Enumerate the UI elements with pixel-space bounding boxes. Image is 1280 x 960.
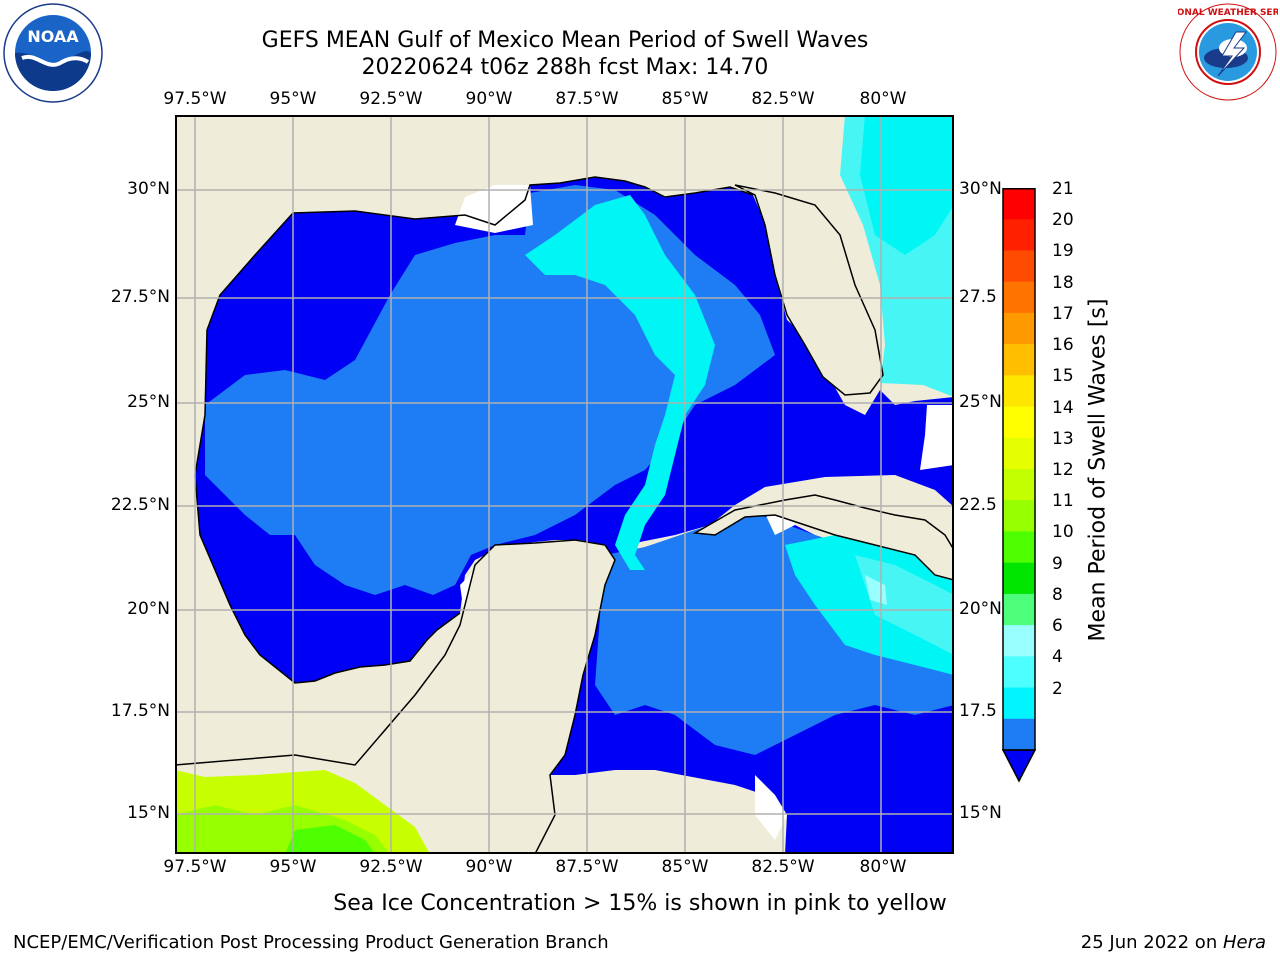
colorbar-segment <box>1003 219 1035 251</box>
lat-label-right-1: 30°N <box>959 179 1002 199</box>
colorbar-segment <box>1003 250 1035 283</box>
colorbar-tick-label: 12 <box>1052 460 1074 480</box>
colorbar-segment <box>1003 593 1035 626</box>
lat-label-right-7: 15°N <box>959 803 1002 823</box>
footer-machine: Hera <box>1222 932 1266 953</box>
colorbar-tick-label: 13 <box>1052 428 1074 449</box>
chart-subtitle: 20220624 t06z 288h fcst Max: 14.70 <box>361 55 769 80</box>
footer-credit: NCEP/EMC/Verification Post Processing Pr… <box>13 932 609 953</box>
colorbar-segment <box>1003 437 1035 470</box>
colorbar-tick-label: 21 <box>1052 179 1074 199</box>
gridlines <box>175 115 954 854</box>
colorbar-segment <box>1003 375 1035 408</box>
footer-date: 25 Jun 2022 on Hera <box>1081 932 1266 953</box>
colorbar <box>1001 188 1037 783</box>
nws-logo: NATIONAL WEATHER SERVICE <box>1153 2 1280 102</box>
lat-label-left-5: 20°N <box>127 599 170 619</box>
lon-label-top-1: 97.5°W <box>163 89 227 109</box>
lon-label-bottom-1: 97.5°W <box>163 857 227 877</box>
lon-label-top-6: 85°W <box>661 89 709 109</box>
colorbar-tick-label: 14 <box>1052 397 1074 418</box>
lat-label-right-4: 22.5 <box>959 495 997 515</box>
colorbar-tick-label: 15 <box>1052 366 1074 387</box>
map-panel <box>175 115 954 854</box>
lat-label-left-4: 22.5°N <box>110 495 170 515</box>
colorbar-segment <box>1003 406 1035 439</box>
colorbar-segment <box>1003 656 1035 689</box>
colorbar-segment <box>1003 531 1035 564</box>
colorbar-tick-label: 18 <box>1052 272 1074 293</box>
lat-label-left-1: 30°N <box>127 179 170 199</box>
lon-label-bottom-5: 87.5°W <box>555 857 619 877</box>
colorbar-tick-label: 2 <box>1052 678 1063 699</box>
lon-label-top-7: 82.5°W <box>751 89 815 109</box>
colorbar-tick-label: 4 <box>1052 647 1063 668</box>
colorbar-tick-label: 11 <box>1052 491 1074 512</box>
sea-ice-note: Sea Ice Concentration > 15% is shown in … <box>333 891 947 916</box>
lat-label-right-2: 27.5 <box>959 287 997 307</box>
colorbar-segment <box>1003 718 1035 751</box>
lon-label-top-8: 80°W <box>859 89 907 109</box>
lat-label-right-3: 25°N <box>959 392 1002 412</box>
colorbar-tick-label: 17 <box>1052 303 1074 324</box>
colorbar-segment <box>1003 281 1035 314</box>
footer-date-text: 25 Jun 2022 on <box>1080 932 1223 953</box>
lat-label-left-6: 17.5°N <box>110 701 170 721</box>
lon-label-bottom-6: 85°W <box>661 857 709 877</box>
lat-label-right-5: 20°N <box>959 599 1002 619</box>
lon-label-bottom-4: 90°W <box>465 857 513 877</box>
colorbar-segment <box>1003 312 1035 345</box>
lon-label-bottom-2: 95°W <box>269 857 317 877</box>
colorbar-title-text: Mean Period of Swell Waves [s] <box>1085 298 1111 642</box>
lat-label-left-7: 15°N <box>127 803 170 823</box>
lat-label-left-2: 27.5°N <box>110 287 170 307</box>
noaa-logo-text: NOAA <box>27 27 79 46</box>
cuba <box>692 494 954 581</box>
colorbar-outline <box>1002 188 1036 751</box>
colorbar-svg <box>1001 188 1037 783</box>
colorbar-segment <box>1003 687 1035 720</box>
florida <box>734 184 884 396</box>
colorbar-segment <box>1003 500 1035 532</box>
colorbar-segment <box>1003 344 1035 376</box>
lat-label-left-3: 25°N <box>127 392 170 412</box>
colorbar-extend-arrow <box>1001 749 1037 783</box>
colorbar-tick-label: 10 <box>1052 522 1074 543</box>
lon-label-top-4: 90°W <box>465 89 513 109</box>
lon-label-bottom-7: 82.5°W <box>751 857 815 877</box>
lon-label-top-3: 92.5°W <box>359 89 423 109</box>
lon-label-top-5: 87.5°W <box>555 89 619 109</box>
colorbar-tick-label: 20 <box>1052 210 1074 231</box>
map-svg <box>175 115 954 854</box>
colorbar-tick-label: 19 <box>1052 241 1074 262</box>
colorbar-tick-label: 6 <box>1052 616 1063 637</box>
lat-label-right-6: 17.5 <box>959 701 997 721</box>
colorbar-tick-label: 8 <box>1052 584 1063 605</box>
chart-title: GEFS MEAN Gulf of Mexico Mean Period of … <box>261 28 869 53</box>
lon-label-bottom-3: 92.5°W <box>359 857 423 877</box>
lon-label-top-2: 95°W <box>269 89 317 109</box>
colorbar-segment <box>1003 188 1035 220</box>
colorbar-segment <box>1003 625 1035 657</box>
noaa-logo: NOAA <box>2 2 104 104</box>
nws-logo-text: NATIONAL WEATHER SERVICE <box>1178 8 1278 18</box>
colorbar-tick-label: 16 <box>1052 335 1074 356</box>
colorbar-labels: 21 20 19 18 17 16 15 14 13 12 11 10 9 8 6 4 2 <box>1052 178 1092 778</box>
colorbar-tick-label: 9 <box>1052 553 1063 574</box>
colorbar-segment <box>1003 469 1035 501</box>
lon-label-bottom-8: 80°W <box>859 857 907 877</box>
colorbar-segment <box>1003 562 1035 595</box>
